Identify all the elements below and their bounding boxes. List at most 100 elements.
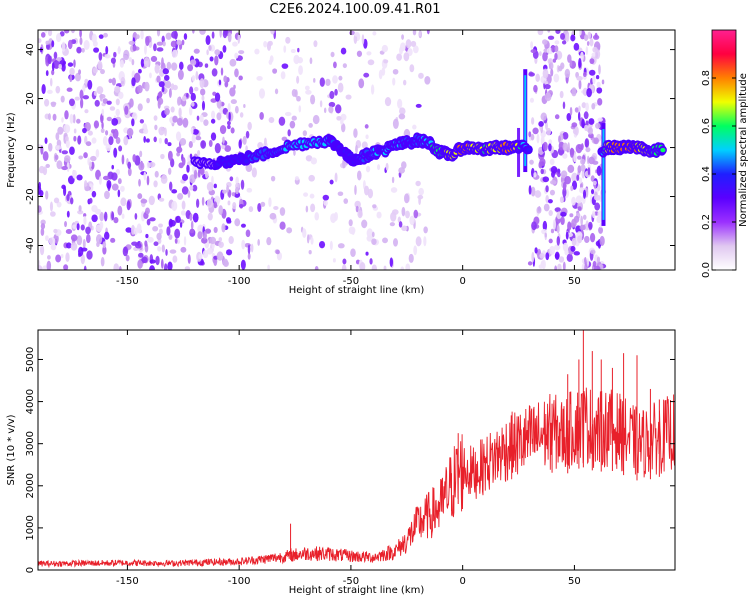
heatmap-cell	[542, 220, 548, 231]
heatmap-cell	[238, 75, 243, 81]
heatmap-cell	[584, 124, 589, 132]
heatmap-cell	[569, 59, 573, 67]
heatmap-cell	[129, 98, 134, 108]
line-y-tick-label: 1000	[25, 515, 36, 540]
heatmap-cell	[540, 168, 544, 175]
heatmap-cell	[310, 94, 316, 105]
heatmap-cell	[333, 61, 337, 69]
heatmap-cell	[166, 226, 171, 236]
heatmap-cell	[237, 33, 241, 44]
heatmap-cell	[137, 103, 143, 112]
heatmap-cell	[329, 240, 333, 251]
heatmap-cell	[50, 211, 56, 217]
heatmap-cell	[89, 197, 93, 204]
heatmap-cell	[213, 201, 218, 209]
heatmap-cell	[389, 222, 396, 227]
heatmap-cell	[247, 244, 251, 255]
heatmap-cell	[234, 52, 239, 59]
heatmap-cell	[556, 224, 560, 234]
heatmap-cell	[40, 31, 46, 38]
heatmap-cell	[401, 34, 404, 40]
heatmap-cell	[199, 30, 206, 35]
heatmap-cell	[190, 92, 196, 102]
heatmap-cell	[66, 210, 70, 218]
heatmap-cell	[83, 213, 87, 218]
heatmap-cell	[283, 45, 287, 53]
snr-series-line	[38, 387, 675, 569]
heatmap-cell	[69, 74, 73, 83]
heatmap-cell	[111, 77, 116, 86]
heatmap-cell	[182, 117, 189, 128]
heatmap-cell	[139, 150, 143, 158]
heatmap-cell	[70, 242, 78, 251]
heatmap-cell	[42, 265, 48, 270]
heatmap-cell	[290, 49, 296, 54]
heatmap-cell	[51, 61, 55, 72]
heatmap-cell	[398, 167, 405, 174]
heatmap-cell	[172, 115, 178, 123]
heatmap-cell	[330, 51, 335, 58]
heatmap-cell	[143, 135, 147, 143]
heatmap-cell	[556, 235, 561, 246]
heatmap-cell	[595, 122, 601, 129]
heatmap-cell	[580, 215, 583, 226]
heatmap-cell	[314, 212, 320, 221]
heatmap-cell	[67, 175, 75, 185]
heatmap-cell	[555, 30, 561, 34]
heatmap-cell	[153, 241, 159, 246]
heatmap-cell	[357, 170, 362, 181]
heatmap-cell	[191, 75, 196, 82]
heatmap-cell	[216, 251, 224, 261]
heatmap-cell	[158, 81, 165, 88]
heatmap-cell	[164, 137, 168, 145]
heatmap-cell	[247, 253, 251, 260]
heatmap-cell	[110, 57, 116, 64]
heatmap-cell	[103, 32, 108, 38]
heatmap-cell	[105, 45, 109, 55]
heatmap-cell	[333, 211, 338, 221]
heatmap-cell	[565, 231, 569, 240]
heatmap-cell	[349, 30, 355, 36]
heatmap-cell	[110, 237, 116, 243]
heatmap-cell	[137, 259, 143, 269]
heatmap-cell	[61, 184, 66, 190]
heatmap-cell	[572, 128, 577, 135]
heatmap-cell	[85, 226, 91, 235]
heatmap-cell	[190, 220, 194, 230]
heatmap-cell	[580, 164, 586, 172]
heatmap-cell	[336, 115, 342, 121]
heatmap-cell	[214, 55, 219, 66]
heatmap-cell	[51, 69, 55, 76]
heatmap-cell	[540, 112, 547, 121]
heatmap-cell	[583, 189, 587, 199]
heatmap-cell	[238, 50, 245, 55]
heatmap-cell	[39, 190, 44, 197]
heatmap-cell	[228, 236, 234, 245]
heatmap-cell	[589, 232, 596, 243]
colorbar-label: Normalized spectral amplitude	[738, 73, 749, 227]
heatmap-cell	[219, 30, 222, 38]
heatmap-cell	[146, 175, 150, 186]
heatmap-cell	[171, 31, 178, 39]
heatmap-cell	[566, 112, 572, 122]
heatmap-cell	[63, 124, 71, 134]
heatmap-cell	[206, 182, 214, 192]
heatmap-cell	[313, 77, 316, 83]
heatmap-cell	[101, 121, 104, 129]
heatmap-cell	[164, 74, 170, 81]
heatmap-cell	[384, 97, 392, 107]
heatmap-cell	[218, 79, 222, 86]
heatmap-cell	[308, 123, 313, 128]
heatmap-cell	[586, 41, 590, 46]
heatmap-cell	[118, 91, 124, 100]
heatmap-cell	[158, 90, 163, 99]
heatmap-cell	[181, 186, 189, 195]
heatmap-cell	[100, 256, 105, 267]
heatmap-cell	[143, 128, 149, 135]
heatmap-cell	[280, 71, 286, 80]
heatmap-cell	[593, 194, 601, 201]
heatmap-cell	[591, 102, 596, 110]
heatmap-cell	[91, 214, 98, 223]
heatmap-cell	[120, 185, 125, 192]
heatmap-cell	[597, 210, 603, 218]
